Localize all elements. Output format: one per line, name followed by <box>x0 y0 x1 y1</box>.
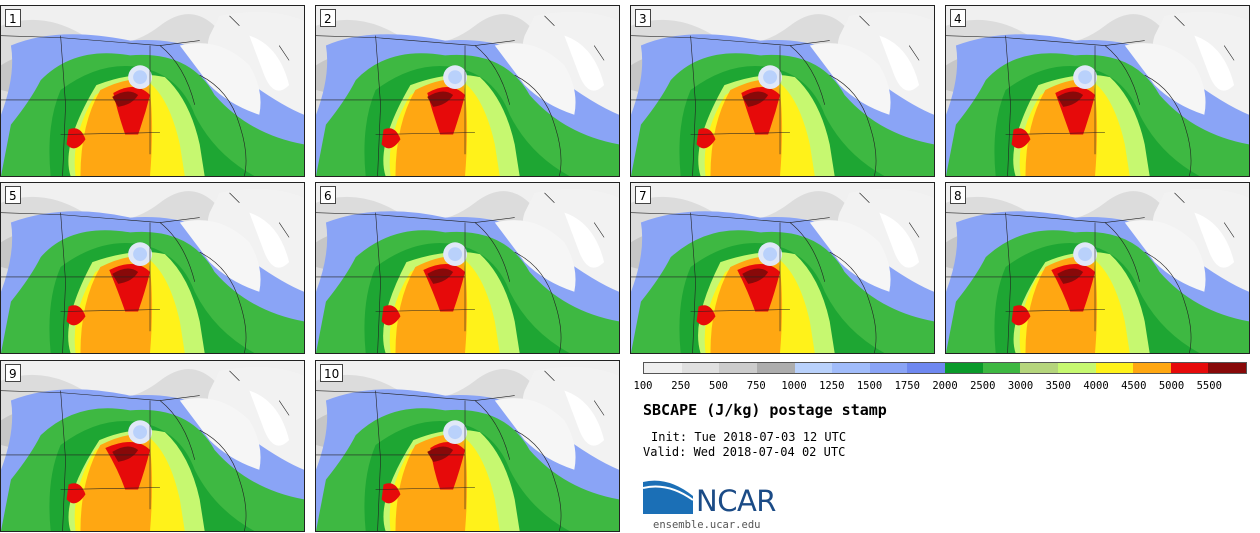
panel-number-label: 8 <box>950 186 966 204</box>
colorbar-tick-label: 5000 <box>1158 380 1185 392</box>
colorbar-swatch <box>756 363 795 373</box>
colorbar-tick-label: 4500 <box>1121 380 1147 392</box>
map-panel: 7 <box>630 182 935 354</box>
colorbar-swatch <box>1170 363 1209 373</box>
colorbar-tick-label: 1250 <box>819 380 845 392</box>
panel-number-label: 5 <box>5 186 21 204</box>
colorbar-tick-label: 3500 <box>1045 380 1071 392</box>
panel-number-label: 4 <box>950 9 966 27</box>
colorbar-labels: 100 250 500 750 1000 1250 1500 1750 2000 2500 3000… <box>633 380 1253 394</box>
map-panel: 9 <box>0 360 305 532</box>
panel-number-label: 2 <box>320 9 336 27</box>
map-panel: 3 <box>630 5 935 177</box>
colorbar-tick-label: 2000 <box>932 380 958 392</box>
colorbar-tick-label: 750 <box>746 380 766 392</box>
colorbar-tick-label: 1750 <box>894 380 920 392</box>
colorbar-tick-label: 250 <box>671 380 691 392</box>
map-panel: 5 <box>0 182 305 354</box>
map-panel: 10 <box>315 360 620 532</box>
page-title: SBCAPE (J/kg) postage stamp <box>643 401 887 419</box>
panel-number-label: 10 <box>320 364 344 382</box>
colorbar-swatch <box>681 363 720 373</box>
colorbar-swatch <box>832 363 870 373</box>
ncar-logo-icon <box>643 480 694 514</box>
colorbar <box>643 362 1247 374</box>
panel-number-label: 7 <box>635 186 651 204</box>
map-panel: 1 <box>0 5 305 177</box>
ncar-logo-text: NCAR <box>696 484 776 518</box>
panel-number-label: 1 <box>5 9 21 27</box>
map-panel: 4 <box>945 5 1250 177</box>
init-time: Init: Tue 2018-07-03 12 UTC <box>651 430 847 444</box>
panel-number-label: 6 <box>320 186 336 204</box>
panel-number-label: 9 <box>5 364 21 382</box>
colorbar-swatch <box>644 363 682 373</box>
map-panel: 8 <box>945 182 1250 354</box>
colorbar-swatch <box>869 363 908 373</box>
colorbar-tick-label: 2500 <box>970 380 996 392</box>
colorbar-swatch <box>982 363 1021 373</box>
colorbar-tick-label: 5500 <box>1196 380 1222 392</box>
colorbar-swatch <box>1095 363 1134 373</box>
map-panel: 6 <box>315 182 620 354</box>
colorbar-swatch <box>1057 363 1096 373</box>
colorbar-tick-label: 100 <box>633 380 653 392</box>
colorbar-tick-label: 4000 <box>1083 380 1109 392</box>
colorbar-tick-label: 1000 <box>781 380 807 392</box>
colorbar-swatch <box>794 363 833 373</box>
valid-time: Valid: Wed 2018-07-04 02 UTC <box>643 445 846 459</box>
colorbar-swatch <box>945 363 983 373</box>
site-url: ensemble.ucar.edu <box>653 519 761 531</box>
colorbar-tick-label: 1500 <box>856 380 883 392</box>
panel-number-label: 3 <box>635 9 651 27</box>
map-panel: 2 <box>315 5 620 177</box>
colorbar-swatch <box>1133 363 1171 373</box>
colorbar-tick-label: 3000 <box>1007 380 1034 392</box>
colorbar-swatch <box>907 363 945 373</box>
colorbar-swatch <box>1020 363 1058 373</box>
colorbar-swatch <box>719 363 757 373</box>
colorbar-swatch <box>1208 363 1246 373</box>
colorbar-tick-label: 500 <box>709 380 728 392</box>
